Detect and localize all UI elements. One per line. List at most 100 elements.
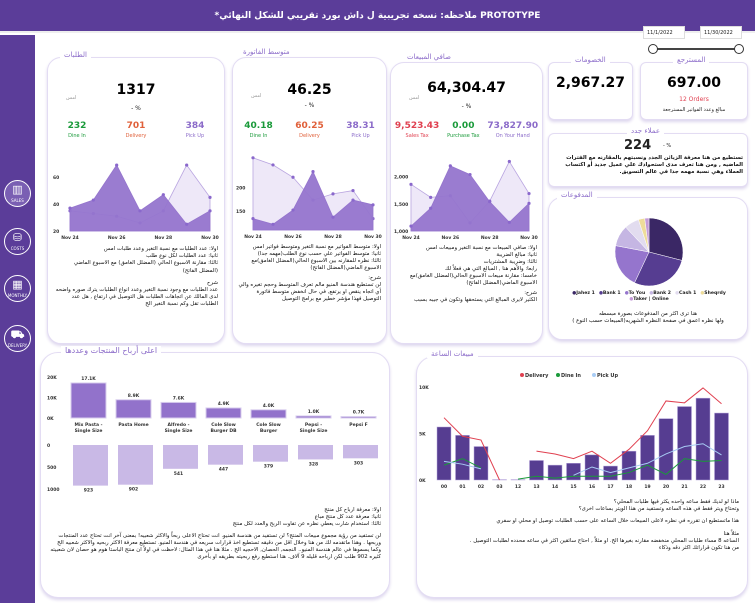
- x-tick-label: 16: [589, 484, 595, 490]
- on-hand-value: 73,827.90: [487, 121, 539, 131]
- hour-bar: [547, 464, 563, 481]
- data-point: [507, 159, 511, 164]
- data-point: [291, 175, 295, 179]
- legend-item[interactable]: ●Jahez 1: [572, 291, 595, 296]
- current-week-area: [252, 170, 374, 231]
- y-tick-label: 20: [53, 229, 59, 235]
- hour-bar: [455, 435, 470, 481]
- x-tick-label: 15: [570, 484, 576, 490]
- data-point: [271, 222, 275, 226]
- x-tick-label: 20: [663, 484, 669, 490]
- slider-start-handle[interactable]: [648, 44, 658, 54]
- net-sales-change: - %: [461, 103, 472, 110]
- x-tick-label: Nov 30: [520, 235, 538, 241]
- category-label-cont: Single Size: [165, 428, 193, 434]
- products-card: اعلى أرباح المنتجات وعددها 20K 10K 0K 0 500 1…: [40, 346, 390, 598]
- count-label: 541: [174, 471, 183, 477]
- avg-invoice-value: 46.25: [287, 82, 332, 98]
- hour-bar: [529, 460, 544, 481]
- legend-item[interactable]: ●Bank 1: [598, 291, 621, 296]
- y-tick-label: 200: [236, 185, 245, 191]
- sidebar-costs-button[interactable]: ⛁ COSTS: [4, 228, 31, 255]
- y-tick-label: 10K: [419, 385, 429, 391]
- category-label: Cole Slow: [256, 422, 281, 428]
- x-tick-label: 02: [478, 484, 484, 490]
- count-label: 379: [264, 464, 273, 470]
- legend-item[interactable]: ●To You: [624, 291, 646, 296]
- new-customers-value: 224: [624, 138, 652, 153]
- legend-item[interactable]: ●Taker | Online: [629, 297, 669, 302]
- card-title: المسترجع: [673, 56, 710, 64]
- data-point: [91, 198, 95, 202]
- data-point: [527, 201, 531, 205]
- delivery-value: 60.25: [295, 121, 324, 131]
- legend-item[interactable]: ●Cash 1: [674, 291, 697, 296]
- sidebar-monthly-button[interactable]: ▦ MONTHLY: [4, 275, 31, 302]
- delivery-label: Delivery: [299, 133, 320, 139]
- legend-item[interactable]: ●Bank 2: [649, 291, 671, 296]
- data-point: [161, 193, 165, 197]
- bar-chart-icon: ▥: [12, 183, 23, 196]
- count-bar: [253, 445, 288, 462]
- legend-label: Dine In: [561, 373, 581, 379]
- category-label-cont: Burger DB: [210, 428, 237, 434]
- payments-legend: ●Jahez 1 ●Bank 1 ●To You ●Bank 2 ●Cash 1 ●She…: [553, 291, 745, 303]
- x-tick-label: 21: [681, 484, 687, 490]
- data-point: [429, 206, 433, 210]
- avg-invoice-notes: اولا: متوسط الفواتير مع نسبة التغير ومتو…: [238, 244, 381, 302]
- sidebar-delivery-button[interactable]: ⛟ DELIVERY: [4, 325, 31, 352]
- count-label: 902: [129, 487, 138, 493]
- data-point: [527, 191, 531, 196]
- count-bar: [343, 445, 378, 459]
- y-tick-label: 10K: [47, 396, 57, 402]
- legend-item[interactable]: ●Sheqrdy: [700, 291, 726, 296]
- data-point: [271, 163, 275, 167]
- profit-label: 4.9K: [218, 401, 230, 407]
- y-tick-label: 500: [47, 465, 56, 471]
- x-tick-label: 13: [533, 484, 539, 490]
- x-tick-label: Nov 28: [481, 235, 499, 241]
- hour-bar: [621, 450, 637, 481]
- slider-end-handle[interactable]: [734, 44, 744, 54]
- profit-bar: [115, 399, 152, 419]
- profit-label: 1.0K: [308, 409, 320, 415]
- new-customers-card: عملاء جدد 224 - % تستطيع من هنا معرفة ال…: [548, 127, 748, 187]
- start-date-input[interactable]: 11/1/2022: [643, 26, 685, 39]
- sidebar-sales-button[interactable]: ▥ SALES: [4, 180, 31, 207]
- date-range-slider[interactable]: [648, 44, 744, 54]
- data-point: [115, 163, 119, 167]
- profit-bar: [205, 407, 242, 419]
- yesterday-label: امس: [251, 93, 262, 99]
- count-label: 328: [309, 461, 318, 467]
- returns-card: المسترجع 697.00 12 Orders مبالغ وعدد الف…: [640, 56, 748, 120]
- end-date-input[interactable]: 11/30/2022: [700, 26, 742, 39]
- avg-invoice-area-chart: 150 200 Nov 24 Nov 26 Nov 28 Nov 30: [236, 156, 382, 240]
- x-tick-label: 03: [496, 484, 502, 490]
- dine-in-value: 40.18: [244, 121, 273, 131]
- category-label: Pepsi -: [305, 422, 322, 428]
- orders-area-chart: 20 40 60 Nov 24 Nov 26 Nov 28 Nov 30: [53, 163, 219, 241]
- x-tick-label: 23: [718, 484, 724, 490]
- y-tick-label: 40: [53, 202, 59, 208]
- data-point: [138, 209, 142, 213]
- coins-icon: ⛁: [12, 231, 23, 244]
- count-bar: [73, 445, 108, 486]
- orders-value: 1317: [116, 82, 156, 98]
- profit-bar: [340, 416, 377, 419]
- x-tick-label: 18: [626, 484, 632, 490]
- card-title: عملاء جدد: [627, 127, 665, 135]
- pie-slice-taker-online: [644, 217, 650, 253]
- count-bar: [298, 445, 333, 460]
- count-bar: [208, 445, 243, 465]
- data-point: [409, 224, 413, 228]
- hour-bar: [436, 426, 452, 481]
- x-tick-label: 12: [515, 484, 521, 490]
- x-tick-label: Nov 30: [201, 235, 219, 241]
- card-title: اعلى أرباح المنتجات وعددها: [61, 346, 162, 355]
- net-sales-notes: اولا: صافي المبيعات مع نسبة التغير ومبيع…: [409, 245, 537, 303]
- category-label: Pasta Home: [118, 422, 148, 428]
- y-tick-label: 60: [53, 175, 59, 181]
- payments-text: هنا ترى اكثر من المدفوعات بصورة مبسطه وله…: [572, 311, 724, 325]
- data-point: [507, 220, 511, 224]
- line-dine-in: [443, 458, 722, 480]
